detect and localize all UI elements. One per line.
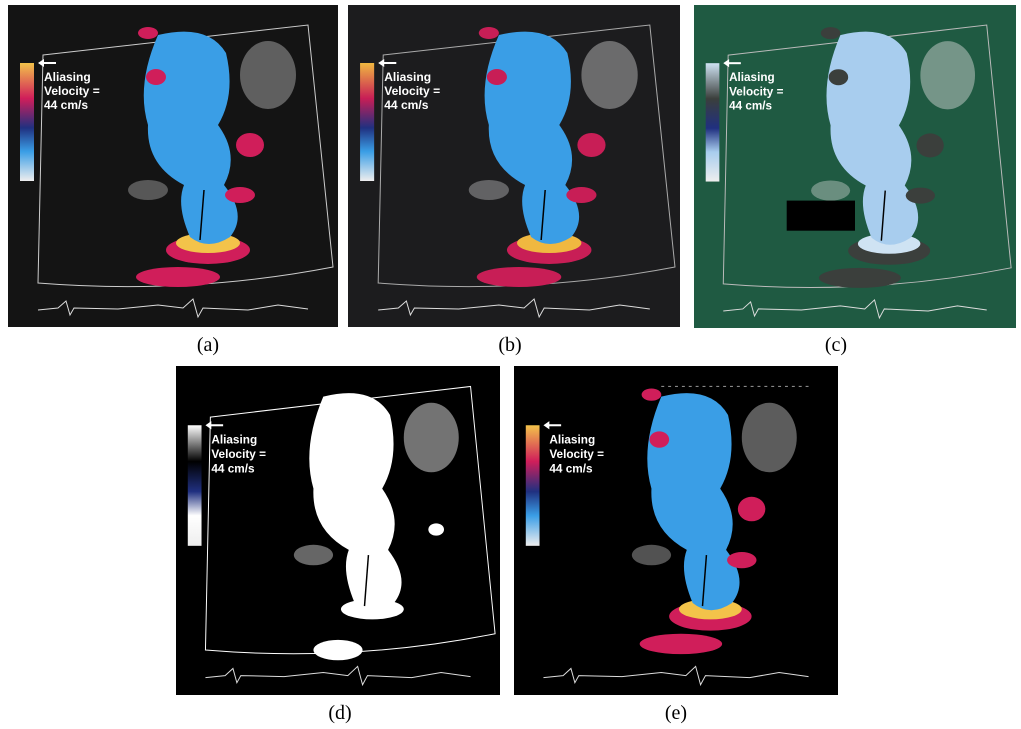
- annotation-text: 44 cm/s: [211, 461, 255, 475]
- tissue-speckle: [632, 545, 671, 565]
- panel-label: (a): [197, 334, 219, 357]
- flow-red: [146, 69, 166, 85]
- flow-red: [479, 27, 499, 39]
- annotation-text: Velocity =: [729, 84, 783, 98]
- flow-red: [640, 634, 722, 654]
- annotation-text: Aliasing: [211, 432, 257, 446]
- flow-red: [225, 187, 255, 203]
- annotation-text: Aliasing: [44, 70, 91, 84]
- annotation-text: Aliasing: [729, 70, 774, 84]
- tissue-speckle: [742, 403, 797, 472]
- flow-red: [727, 552, 756, 568]
- flow-red: [642, 388, 662, 400]
- panel-label: (e): [665, 702, 687, 725]
- annotation-text: Velocity =: [549, 447, 604, 461]
- panel-label: (d): [328, 702, 351, 725]
- annotation-text: Velocity =: [211, 447, 266, 461]
- tissue-speckle: [920, 41, 975, 109]
- color-bar: [188, 425, 202, 546]
- annotation-text: Aliasing: [549, 432, 595, 446]
- flow-red: [138, 27, 158, 39]
- binary-blob: [428, 523, 444, 535]
- color-bar: [706, 63, 720, 181]
- annotation-text: 44 cm/s: [384, 98, 429, 112]
- flow-red: [477, 267, 562, 287]
- figure: (a) (b) (c) (d) (e) AliasingVelocity =44…: [0, 0, 1021, 729]
- flow-red: [649, 431, 669, 447]
- flow-red: [821, 27, 841, 39]
- tissue-speckle: [240, 41, 296, 109]
- flow-red: [916, 133, 943, 157]
- flow-red: [136, 267, 220, 287]
- redaction-box: [787, 201, 855, 231]
- flow-red: [819, 268, 901, 288]
- flow-red: [738, 497, 765, 522]
- flow-red: [577, 133, 605, 157]
- panel-label: (b): [498, 334, 521, 357]
- annotation-text: 44 cm/s: [549, 461, 593, 475]
- annotation-text: 44 cm/s: [44, 98, 88, 112]
- flow-red: [236, 133, 264, 157]
- color-bar: [20, 63, 34, 181]
- tissue-speckle: [404, 403, 459, 472]
- panel-label: (c): [825, 334, 847, 357]
- color-bar: [360, 63, 374, 181]
- tissue-speckle: [811, 181, 850, 201]
- tissue-speckle: [469, 180, 509, 200]
- tissue-speckle: [581, 41, 637, 109]
- annotation-text: Aliasing: [384, 70, 431, 84]
- annotation-text: 44 cm/s: [729, 98, 772, 112]
- flow-red: [487, 69, 507, 85]
- annotation-text: Velocity =: [44, 84, 100, 98]
- flow-red: [829, 69, 849, 85]
- binary-blob: [313, 640, 362, 660]
- color-bar: [526, 425, 540, 546]
- tissue-speckle: [294, 545, 333, 565]
- tissue-speckle: [128, 180, 168, 200]
- flow-red: [906, 188, 935, 204]
- annotation-text: Velocity =: [384, 84, 440, 98]
- flow-red: [566, 187, 596, 203]
